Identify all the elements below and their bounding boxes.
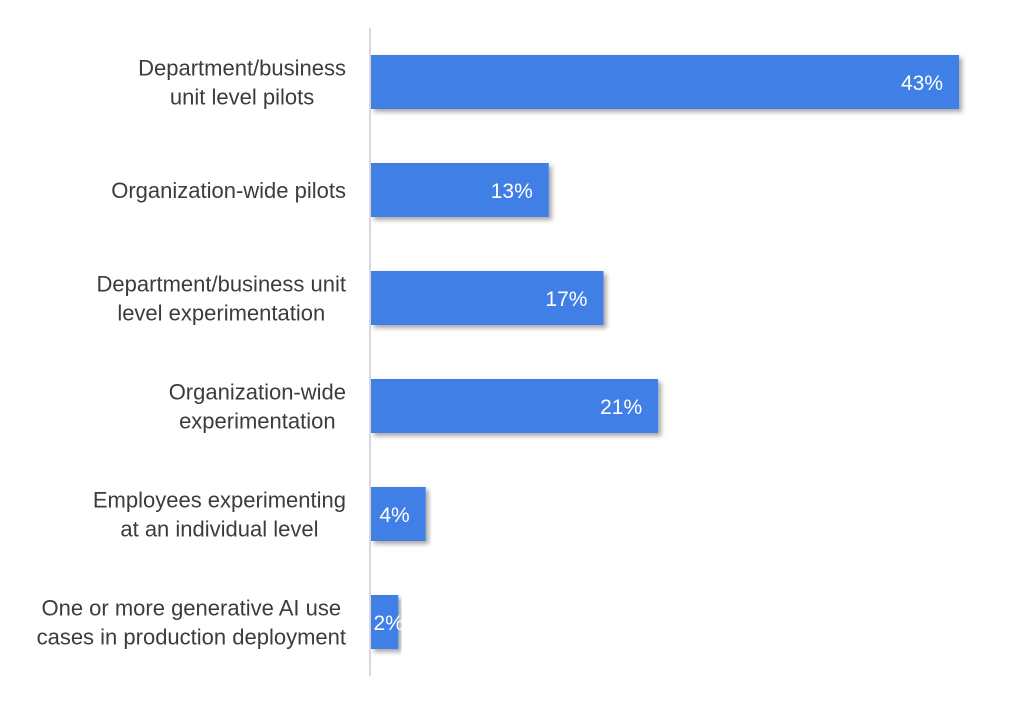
category-label-4: Employees experimenting at an individual … [93, 488, 346, 542]
bars-group [371, 55, 959, 649]
category-labels-group: Department/business unit level pilots Orga… [37, 56, 346, 650]
value-label-4: 4% [379, 504, 409, 527]
category-label-line: cases in production deployment [37, 625, 346, 650]
category-label-line: at an individual level [120, 517, 318, 542]
value-labels-group: 43% 13% 17% 21% 4% 2% [373, 72, 943, 635]
category-label-line: Organization-wide pilots [111, 178, 346, 203]
value-label-5: 2% [373, 612, 403, 635]
category-label-5: One or more generative AI use cases in pr… [37, 596, 346, 650]
category-label-line: Organization-wide [169, 380, 346, 405]
category-label-line: Department/business unit [97, 272, 346, 297]
value-label-1: 13% [491, 180, 533, 203]
value-label-2: 17% [545, 288, 587, 311]
category-label-line: experimentation [179, 409, 336, 434]
category-label-line: level experimentation [117, 301, 325, 326]
category-label-0: Department/business unit level pilots [138, 56, 346, 110]
bar-4 [371, 487, 426, 541]
category-label-line: Employees experimenting [93, 488, 346, 513]
category-label-2: Department/business unit level experiment… [97, 272, 346, 326]
value-label-0: 43% [901, 72, 943, 95]
bar-2 [371, 271, 604, 325]
category-label-3: Organization-wide experimentation [169, 380, 346, 434]
category-label-line: unit level pilots [170, 85, 314, 110]
bar-0 [371, 55, 959, 109]
category-label-line: Department/business [138, 56, 346, 81]
category-label-line: One or more generative AI use [41, 596, 341, 621]
category-label-1: Organization-wide pilots [111, 178, 346, 203]
value-label-3: 21% [600, 396, 642, 419]
bar-3 [371, 379, 659, 433]
bar-5 [371, 595, 399, 649]
bar-1 [371, 163, 549, 217]
